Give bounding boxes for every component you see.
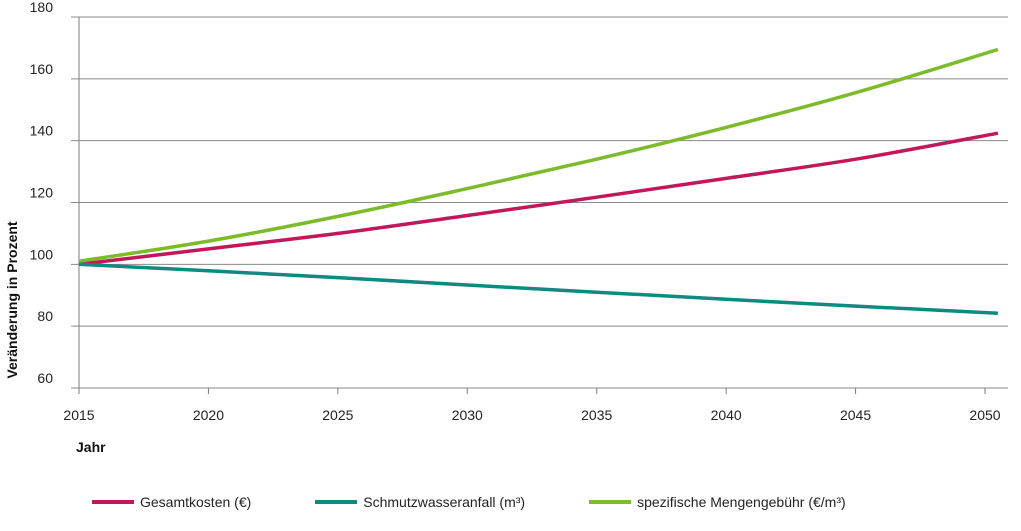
legend-item-gesamtkosten: Gesamtkosten (€)	[92, 494, 251, 510]
x-tick-label-2035: 2035	[581, 407, 612, 423]
y-tick-label-140: 140	[30, 123, 54, 139]
x-tick-label-2045: 2045	[840, 407, 871, 423]
y-tick-label-100: 100	[30, 246, 54, 262]
series-lines	[78, 47, 999, 315]
legend-swatch-mengengebuehr	[589, 500, 632, 504]
x-axis-ticks: 2015 2020 2025 2030 2035 2040 2045 2050	[63, 388, 1001, 423]
series-line-2	[78, 47, 999, 263]
legend-label-gesamtkosten: Gesamtkosten (€)	[140, 494, 252, 510]
x-axis-title: Jahr	[76, 439, 106, 455]
x-tick-label-2020: 2020	[193, 407, 224, 423]
x-tick-label-2050: 2050	[969, 407, 1000, 423]
y-tick-label-80: 80	[37, 308, 53, 324]
y-tick-label-180: 180	[30, 0, 54, 15]
x-tick-label-2040: 2040	[711, 407, 742, 423]
series-line-1	[78, 262, 998, 315]
legend-item-schmutzwasseranfall: Schmutzwasseranfall (m³)	[315, 494, 525, 510]
y-axis-tick-labels: 60 80 100 120 140 160 180	[30, 0, 54, 386]
x-tick-label-2025: 2025	[322, 407, 353, 423]
legend-swatch-schmutzwasseranfall	[315, 500, 358, 504]
legend-label-mengengebuehr: spezifische Mengengebühr (€/m³)	[637, 494, 846, 510]
y-axis-title: Veränderung in Prozent	[4, 221, 20, 378]
x-tick-label-2015: 2015	[63, 407, 94, 423]
legend-label-schmutzwasseranfall: Schmutzwasseranfall (m³)	[363, 494, 526, 510]
y-tick-label-60: 60	[37, 370, 53, 386]
y-tick-label-120: 120	[30, 185, 54, 201]
gridlines	[71, 16, 1008, 389]
x-tick-label-2030: 2030	[452, 407, 483, 423]
series-line-0	[78, 131, 999, 267]
y-tick-label-160: 160	[30, 61, 54, 77]
legend-item-mengengebuehr: spezifische Mengengebühr (€/m³)	[589, 494, 846, 510]
chart-legend: Gesamtkosten (€) Schmutzwasseranfall (m³…	[92, 494, 910, 510]
legend-swatch-gesamtkosten	[92, 500, 134, 504]
